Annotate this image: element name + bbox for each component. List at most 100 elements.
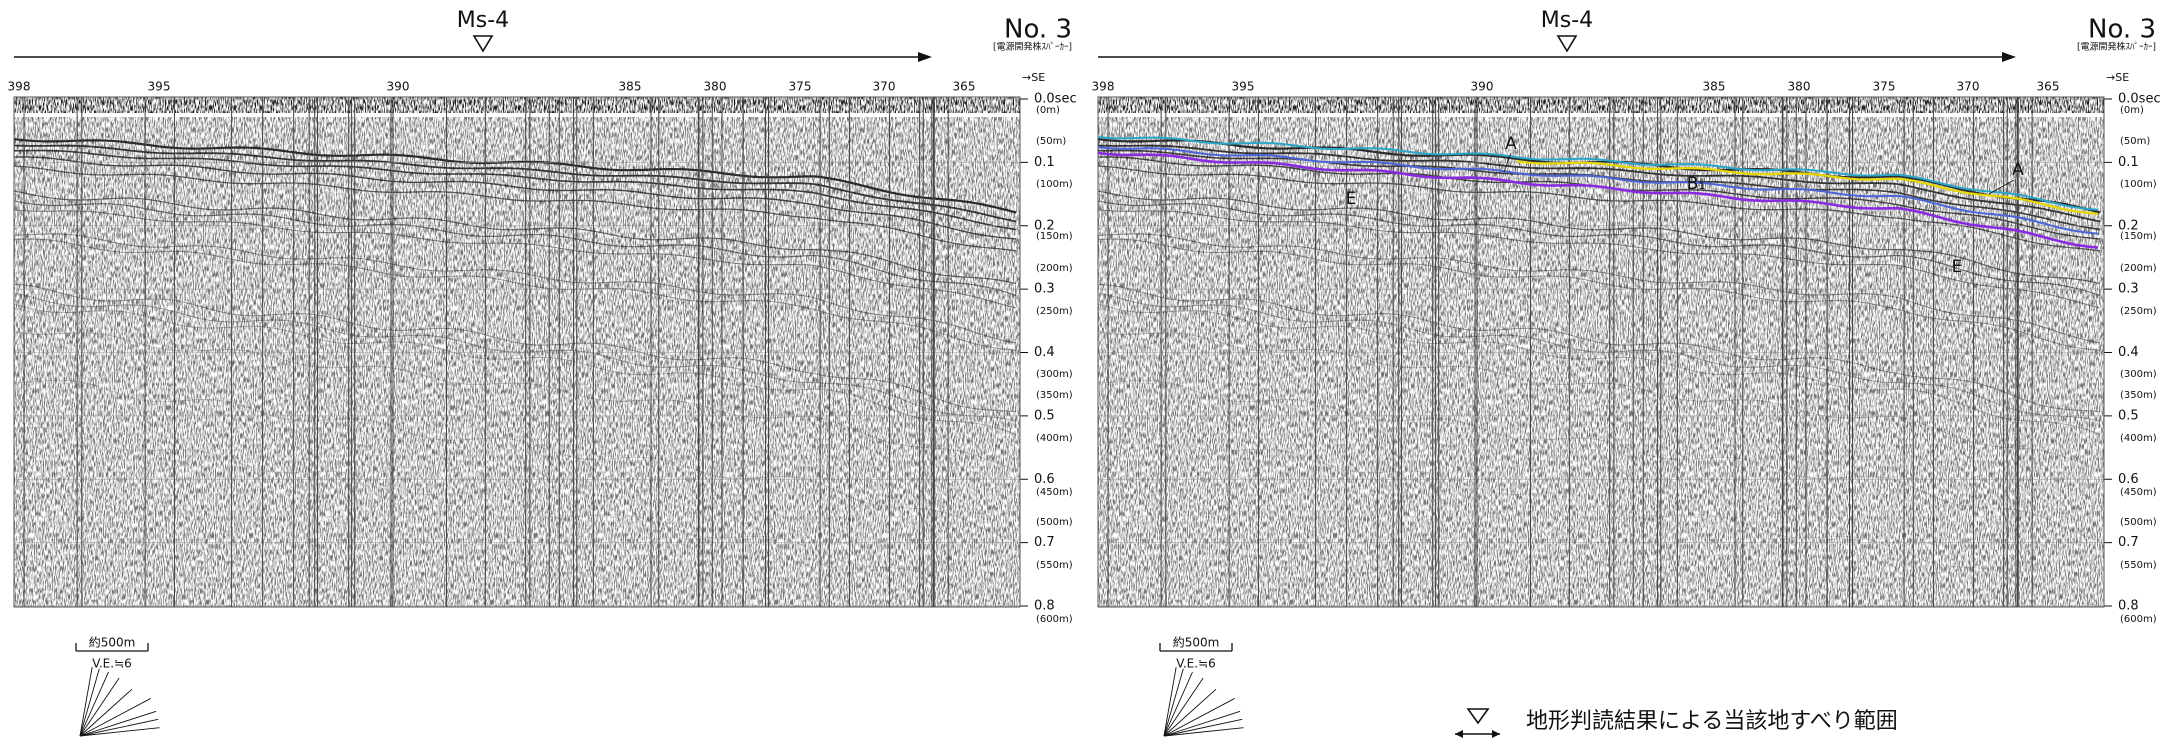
distance-label: 390 (387, 80, 410, 94)
profile-panel: Ms-4 No. 3[電源開発株ｽﾊﾟｰｶｰ] →SE 398 395 390 385 380… (1092, 8, 2161, 737)
direction-arrowhead (2002, 52, 2016, 62)
slope-fan-line (1163, 677, 1204, 737)
depth-label: (550m) (1036, 560, 1073, 571)
depth-label: (450m) (2120, 487, 2157, 498)
time-label: 0.6 (2118, 472, 2139, 487)
label-leader (1988, 179, 2015, 195)
station-marker: Ms-4 (1541, 8, 1593, 33)
time-label: 0.1 (2118, 155, 2139, 170)
legend-triangle (1466, 708, 1490, 725)
distance-label: 395 (148, 80, 171, 94)
header-noise (1098, 97, 2104, 113)
distance-label: 390 (1471, 80, 1494, 94)
header-noise (14, 97, 1020, 113)
legend-text: 地形判読結果による当該地すべり範囲 (1526, 709, 1898, 734)
slope-fan-line (1163, 727, 1244, 737)
slope-fan-line (79, 677, 120, 737)
scale-label: 約500m (89, 635, 136, 650)
distance-label: 375 (789, 80, 812, 94)
distance-label: 370 (873, 80, 896, 94)
distance-label: 385 (619, 80, 642, 94)
slope-fan-line (1163, 671, 1193, 737)
depth-label: (600m) (2120, 614, 2157, 625)
time-label: 0.7 (1034, 535, 1055, 550)
depth-label: (0m) (1036, 105, 1060, 116)
depth-label: (550m) (2120, 560, 2157, 571)
slope-fan-line (1163, 688, 1217, 737)
profile-frame (1097, 96, 2105, 608)
depth-label: (600m) (1036, 614, 1073, 625)
seismic-texture (1098, 117, 2104, 607)
label-leader (1503, 152, 1512, 173)
line-number: No. 3 (1004, 15, 1072, 45)
distance-label: 370 (1957, 80, 1980, 94)
ve-label: V.E.≒6 (92, 657, 132, 671)
time-label: 0.0sec (1034, 92, 1077, 107)
source-label: [電源開発株ｽﾊﾟｰｶｰ] (993, 41, 1072, 53)
legend-arrowhead (1492, 730, 1500, 738)
direction-label: →SE (1022, 71, 1045, 84)
time-label: 0.8 (2118, 599, 2139, 614)
depth-label: (50m) (2120, 136, 2150, 147)
slope-fan-line (79, 698, 151, 737)
horizon-label: A (2012, 160, 2024, 180)
distance-label: 398 (1092, 80, 1115, 94)
distance-label: 365 (2037, 80, 2060, 94)
depth-label: (300m) (1036, 369, 1073, 380)
depth-label: (400m) (1036, 433, 1073, 444)
distance-label: 380 (704, 80, 727, 94)
depth-label: (50m) (1036, 136, 1066, 147)
time-label: 0.8 (1034, 599, 1055, 614)
slope-fan-line (79, 710, 157, 737)
depth-label: (150m) (1036, 231, 1073, 242)
legend: 地形判読結果による当該地すべり範囲 (1455, 708, 1898, 738)
distance-label: 398 (8, 80, 31, 94)
slope-fan-line (79, 727, 160, 737)
slope-fan-line (79, 666, 93, 737)
depth-label: (0m) (2120, 105, 2144, 116)
source-label: [電源開発株ｽﾊﾟｰｶｰ] (2077, 41, 2156, 53)
time-label: 0.5 (2118, 408, 2139, 423)
slope-fan-line (79, 668, 100, 737)
time-label: 0.2 (1034, 218, 1055, 233)
direction-arrowhead (918, 52, 932, 62)
depth-label: (250m) (2120, 306, 2157, 317)
time-label: 0.4 (2118, 345, 2139, 360)
horizon-label: E (1952, 257, 1963, 277)
depth-label: (500m) (2120, 517, 2157, 528)
slope-fan-line (79, 718, 159, 737)
slope-fan-line (1163, 698, 1235, 737)
depth-label: (100m) (2120, 179, 2157, 190)
slope-fan-line (1163, 710, 1241, 737)
depth-label: (350m) (1036, 390, 1073, 401)
seismic-texture (14, 117, 1020, 607)
station-marker: Ms-4 (457, 8, 509, 33)
time-label: 0.2 (2118, 218, 2139, 233)
profile-panel: Ms-4 No. 3[電源開発株ｽﾊﾟｰｶｰ] →SE 398 395 390 385 380… (8, 8, 1077, 737)
ve-label: V.E.≒6 (1176, 657, 1216, 671)
legend-arrowhead (1455, 730, 1463, 738)
slope-fan-line (1163, 666, 1177, 737)
depth-label: (350m) (2120, 390, 2157, 401)
depth-label: (450m) (1036, 487, 1073, 498)
slope-fan-line (79, 671, 109, 737)
depth-label: (150m) (2120, 231, 2157, 242)
distance-label: 385 (1703, 80, 1726, 94)
time-label: 0.4 (1034, 345, 1055, 360)
horizon-label: A (1505, 134, 1517, 154)
time-label: 0.7 (2118, 535, 2139, 550)
depth-label: (500m) (1036, 517, 1073, 528)
distance-label: 375 (1873, 80, 1896, 94)
profile-frame (13, 96, 1021, 608)
distance-label: 395 (1232, 80, 1255, 94)
time-label: 0.0sec (2118, 92, 2161, 107)
depth-label: (100m) (1036, 179, 1073, 190)
distance-label: 380 (1788, 80, 1811, 94)
horizon-a (1097, 140, 2099, 215)
distance-label: 365 (953, 80, 976, 94)
time-label: 0.5 (1034, 408, 1055, 423)
depth-label: (400m) (2120, 433, 2157, 444)
depth-label: (200m) (2120, 263, 2157, 274)
line-number: No. 3 (2088, 15, 2156, 45)
